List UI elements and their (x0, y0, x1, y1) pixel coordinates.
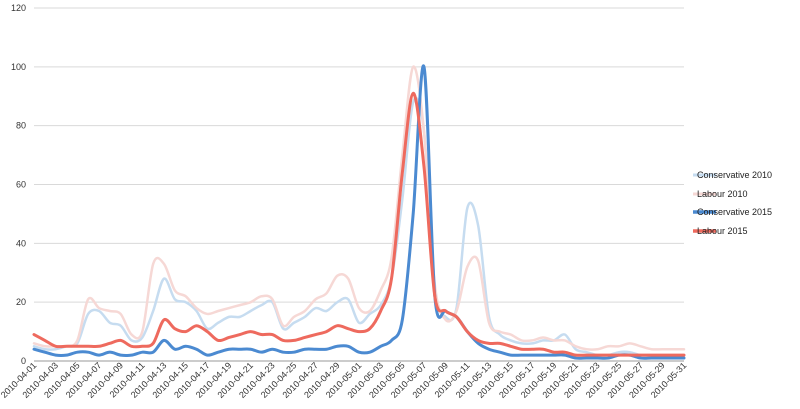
legend-label-conservative-2015: Conservative 2015 (697, 207, 772, 217)
legend-label-labour-2010: Labour 2010 (697, 189, 748, 199)
y-tick-label: 60 (16, 180, 26, 190)
legend-label-labour-2015: Labour 2015 (697, 226, 748, 236)
y-tick-label: 20 (16, 297, 26, 307)
x-axis-tick-labels: 2010-04-012010-04-032010-04-052010-04-07… (0, 360, 688, 400)
series-line-labour-2010 (32, 65, 686, 351)
series-lines (32, 64, 686, 360)
y-tick-label: 80 (16, 121, 26, 131)
y-tick-label: 0 (21, 356, 26, 366)
series-line-conservative-2015 (32, 64, 686, 360)
series-line-labour-2015 (32, 91, 686, 357)
series-line-conservative-2010 (32, 96, 686, 360)
y-tick-label: 120 (11, 3, 26, 13)
legend: Conservative 2010 Labour 2010 Conservative… (693, 170, 772, 236)
y-tick-label: 100 (11, 62, 26, 72)
gridlines (34, 7, 684, 303)
legend-label-conservative-2010: Conservative 2010 (697, 170, 772, 180)
y-tick-label: 40 (16, 238, 26, 248)
y-axis-tick-labels: 0 20 40 60 80 100 120 (11, 3, 26, 366)
